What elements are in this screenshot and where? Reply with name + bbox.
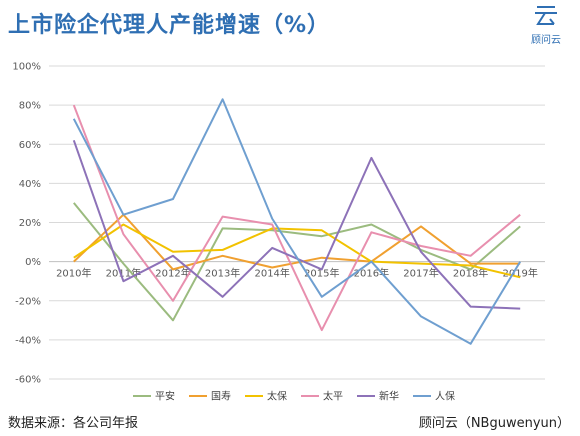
y-tick-label: 20% [19,218,41,229]
legend-label: 太平 [323,390,343,403]
series-line-国寿 [73,213,521,271]
y-tick-label: -60% [15,375,41,386]
legend-label: 太保 [267,390,287,403]
x-tick-label: 2015年 [304,267,339,280]
series-line-平安 [73,202,521,322]
logo: 顾问云 [526,4,566,46]
x-axis-labels: 2010年 2011年 2012年 2013年 2014年 2015年 2016年 2017年… [56,267,538,280]
y-tick-label: 100% [12,62,41,73]
legend: 平安 国寿 太保 太平 新华 人保 [133,390,455,403]
series-line-人保 [72,98,522,345]
x-tick-label: 2010年 [56,267,91,280]
series-line-太保 [73,223,521,279]
grid [49,65,545,380]
y-tick-label: -20% [15,296,41,307]
x-tick-label: 2017年 [403,267,438,280]
series-lines [72,98,522,345]
data-source: 数据来源：各公司年报 [8,416,139,431]
x-tick-label: 2018年 [453,267,488,280]
x-tick-label: 2016年 [354,267,389,280]
x-tick-label: 2014年 [254,267,289,280]
page-title: 上市险企代理人产能增速（%） [8,13,331,38]
cloud-logo-icon [535,6,557,25]
x-tick-label: 2012年 [155,267,190,280]
y-tick-label: 60% [19,140,41,151]
y-tick-label: 0% [25,257,41,268]
legend-label: 国寿 [211,390,231,403]
legend-label: 人保 [435,390,455,403]
y-axis-labels: -60% -40% -20% 0% 20% 40% 60% 80% 100% [12,62,41,386]
legend-label: 新华 [379,390,399,403]
logo-text: 顾问云 [531,35,561,46]
legend-label: 平安 [155,390,175,403]
y-tick-label: 80% [19,101,41,112]
credit: 顾问云（NBguwenyun） [418,416,570,431]
x-tick-label: 2013年 [205,267,240,280]
y-tick-label: -40% [15,335,41,346]
series-line-太平 [72,104,521,332]
y-tick-label: 40% [19,179,41,190]
x-tick-label: 2019年 [502,267,537,280]
